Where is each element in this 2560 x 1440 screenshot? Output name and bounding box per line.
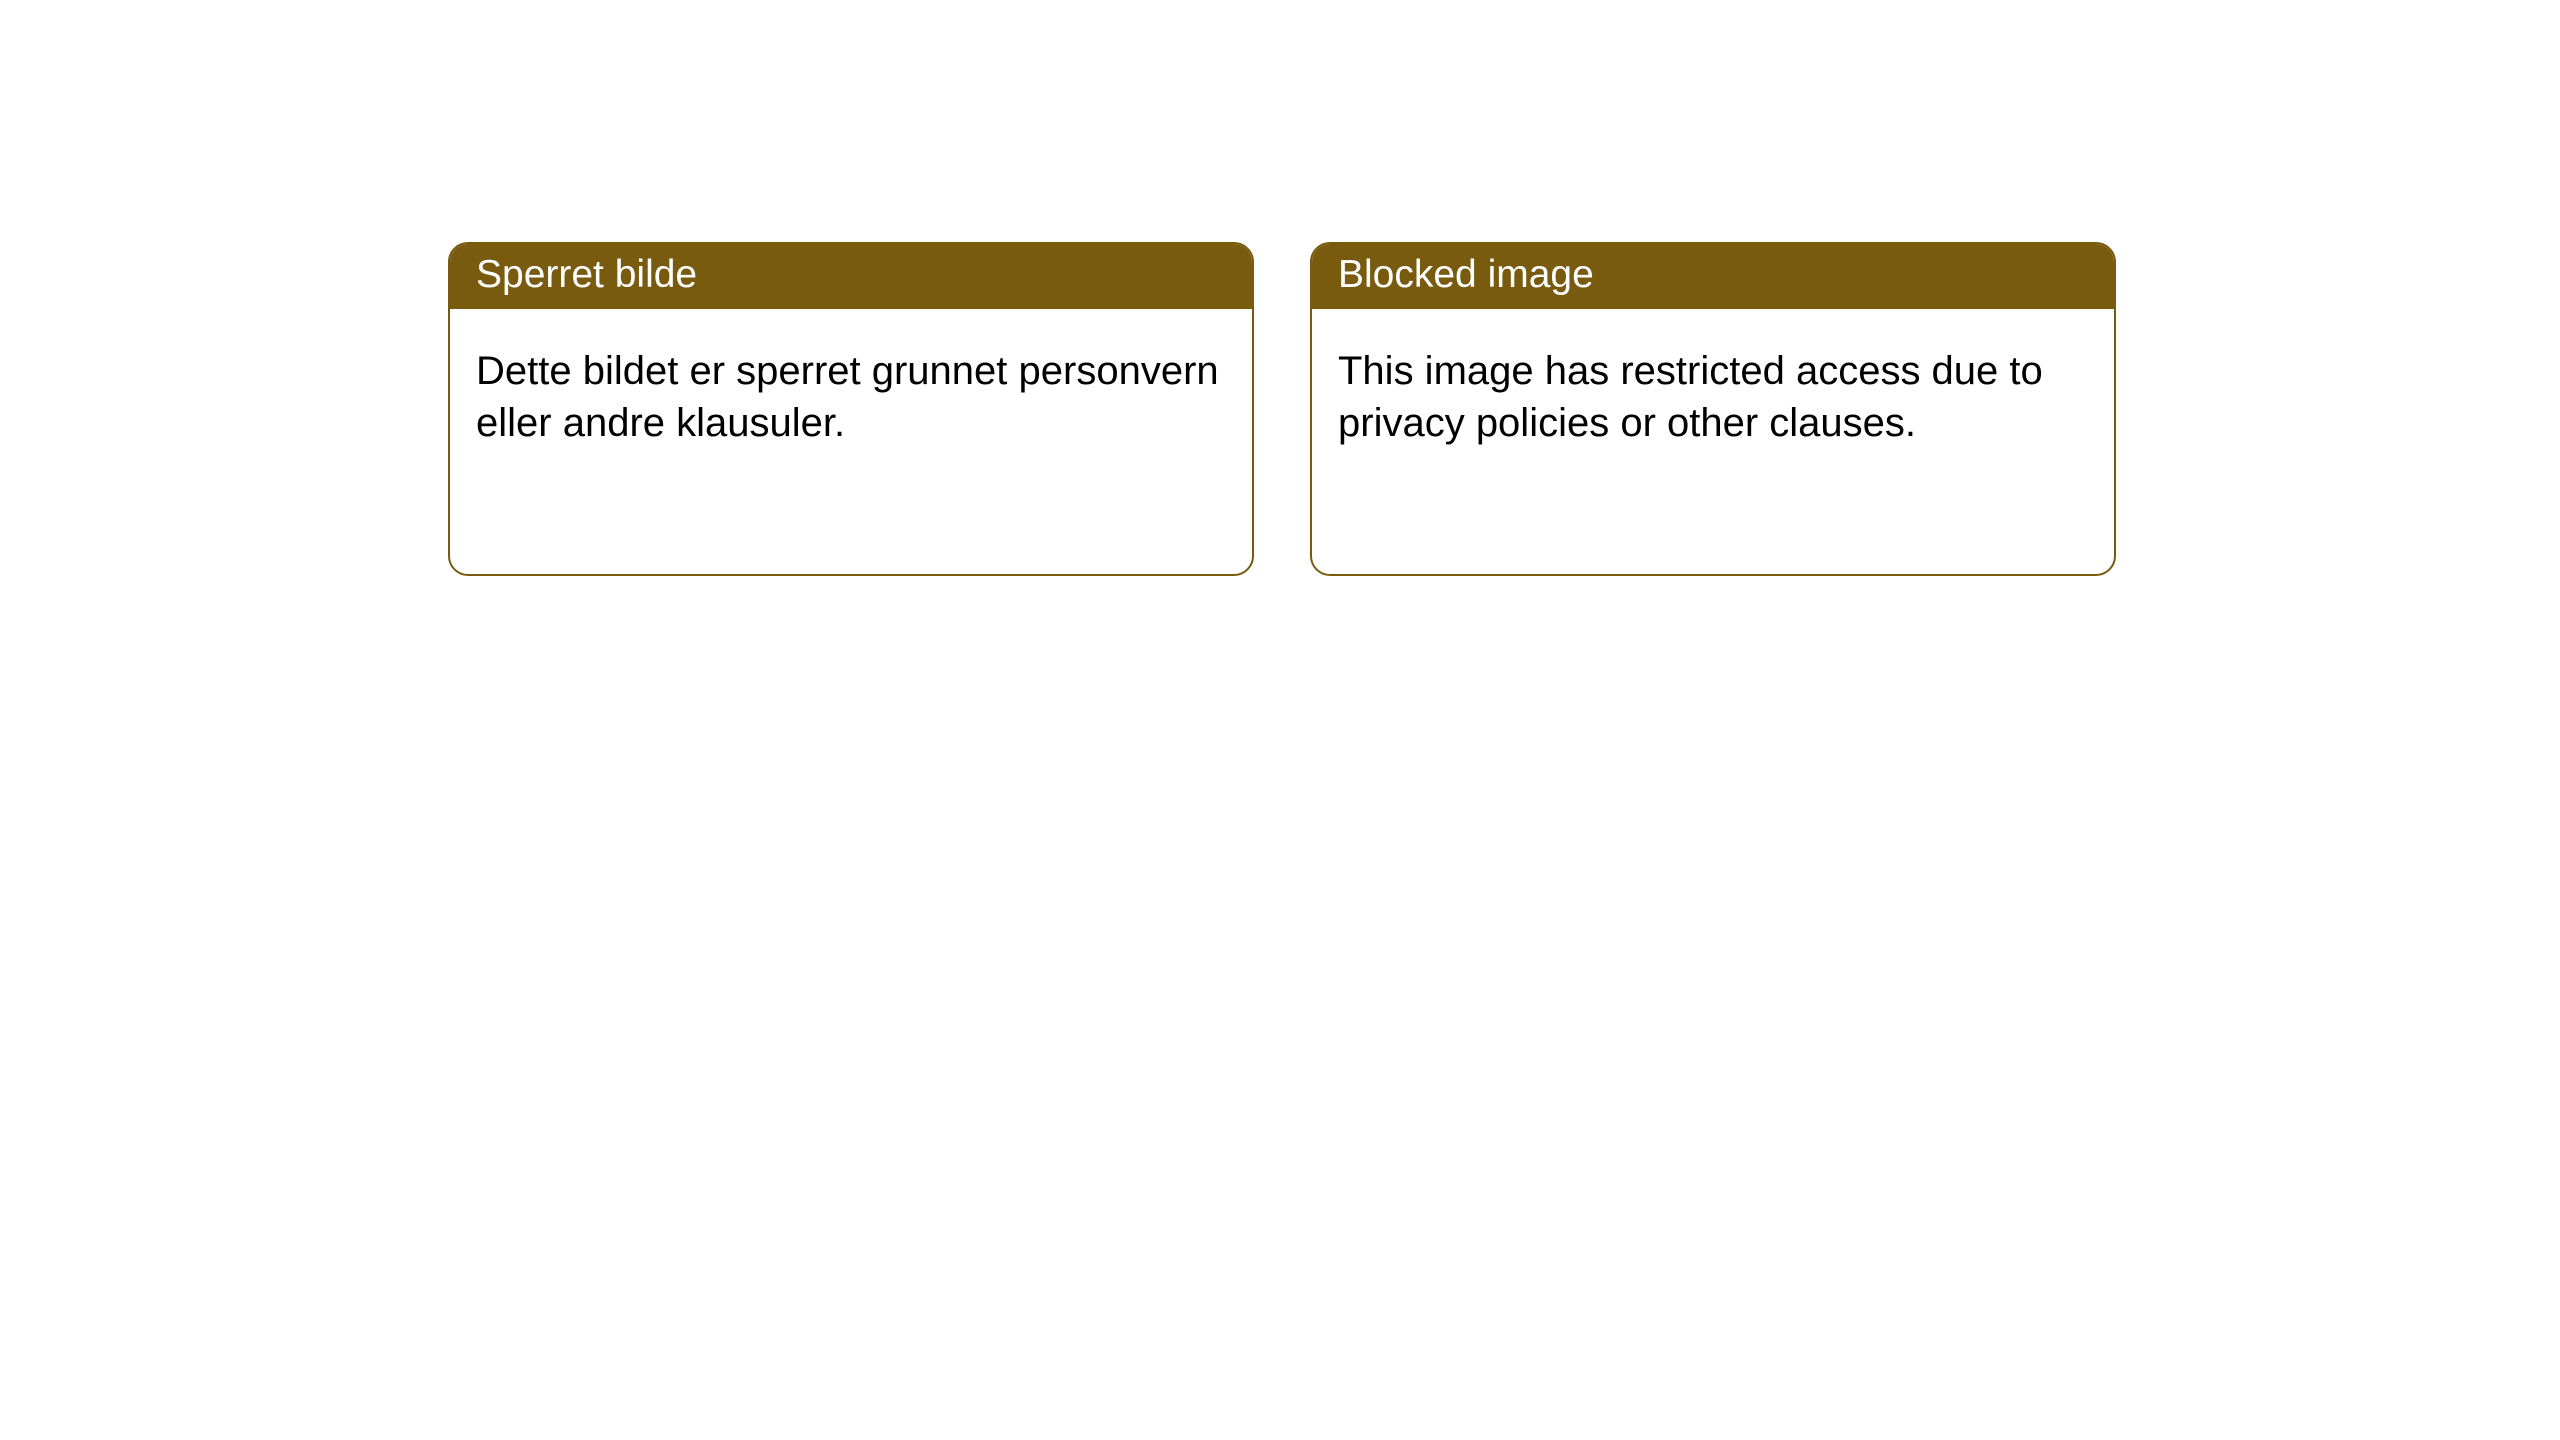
notice-container: Sperret bilde Dette bildet er sperret gr… — [0, 0, 2560, 576]
card-body: Dette bildet er sperret grunnet personve… — [450, 309, 1252, 475]
card-title: Blocked image — [1312, 244, 2114, 309]
card-title: Sperret bilde — [450, 244, 1252, 309]
notice-card-norwegian: Sperret bilde Dette bildet er sperret gr… — [448, 242, 1254, 576]
card-body: This image has restricted access due to … — [1312, 309, 2114, 475]
notice-card-english: Blocked image This image has restricted … — [1310, 242, 2116, 576]
